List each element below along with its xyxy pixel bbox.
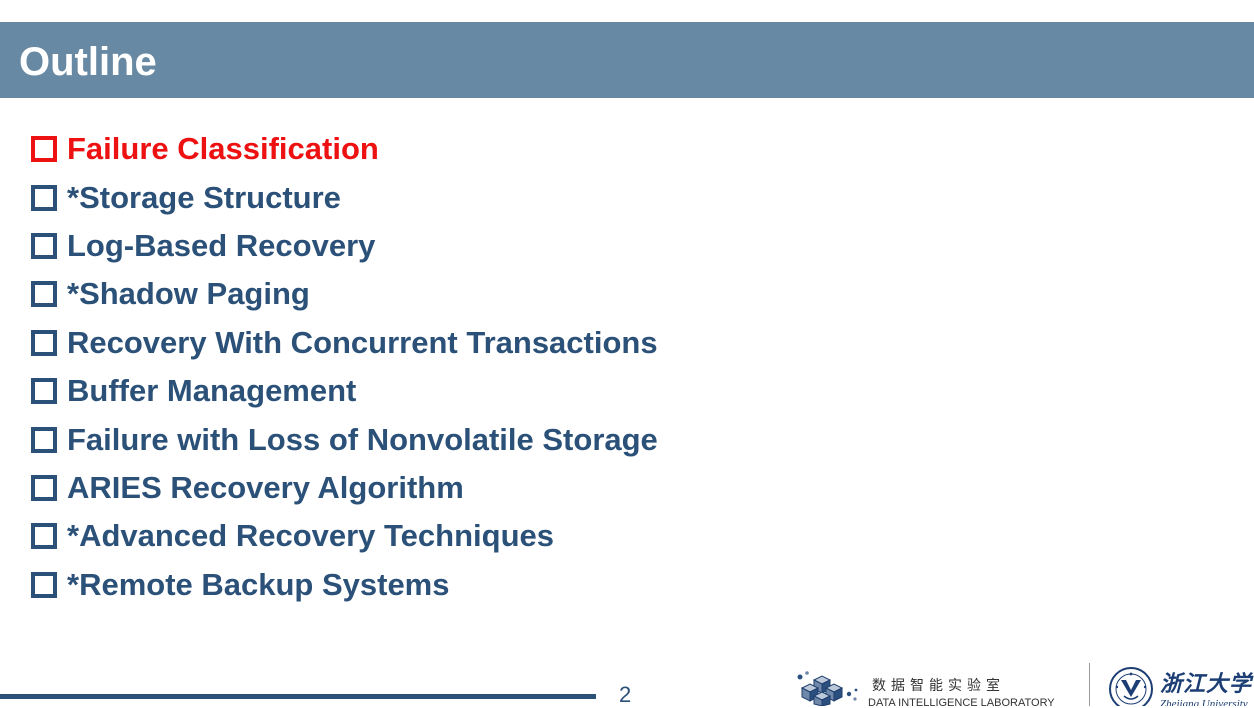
outline-item-label: Failure with Loss of Nonvolatile Storage <box>67 421 658 457</box>
outline-list: Failure Classification *Storage Structur… <box>31 125 658 609</box>
square-bullet-icon <box>31 378 57 405</box>
outline-item-failure-nonvolatile: Failure with Loss of Nonvolatile Storage <box>31 415 658 463</box>
title-bar: Outline <box>0 22 1254 98</box>
slide-title: Outline <box>19 40 157 84</box>
outline-item-label: *Advanced Recovery Techniques <box>67 518 554 554</box>
square-bullet-icon <box>31 329 57 356</box>
outline-item-label: Recovery With Concurrent Transactions <box>67 324 658 360</box>
square-bullet-icon <box>31 426 57 453</box>
outline-item-label: Log-Based Recovery <box>67 227 376 263</box>
square-bullet-icon <box>31 474 57 501</box>
outline-item-remote-backup: *Remote Backup Systems <box>31 561 658 609</box>
university-name-cn: 浙江大学 <box>1160 671 1253 697</box>
square-bullet-icon <box>31 184 57 211</box>
outline-item-log-based-recovery: Log-Based Recovery <box>31 222 658 270</box>
outline-item-advanced-recovery: *Advanced Recovery Techniques <box>31 512 658 560</box>
outline-item-failure-classification: Failure Classification <box>31 125 658 173</box>
cubes-logo-icon <box>797 671 858 706</box>
outline-item-label: Buffer Management <box>67 373 357 409</box>
outline-item-label: ARIES Recovery Algorithm <box>67 469 464 505</box>
footer-rule <box>0 694 596 699</box>
square-bullet-icon <box>31 281 57 308</box>
outline-item-storage-structure: *Storage Structure <box>31 173 658 221</box>
university-logo: 浙江大学 Zhejiang University <box>1106 665 1254 706</box>
outline-item-aries: ARIES Recovery Algorithm <box>31 464 658 512</box>
logo-divider <box>1089 663 1090 706</box>
outline-item-label: *Storage Structure <box>67 179 341 215</box>
outline-item-label: Failure Classification <box>67 131 379 167</box>
page-number: 2 <box>619 682 632 707</box>
outline-item-shadow-paging: *Shadow Paging <box>31 270 658 318</box>
zju-emblem-icon <box>1109 667 1153 706</box>
outline-item-buffer-management: Buffer Management <box>31 367 658 415</box>
square-bullet-icon <box>31 232 57 259</box>
outline-item-label: *Remote Backup Systems <box>67 566 450 602</box>
square-bullet-icon <box>31 136 57 163</box>
lab-name-cn: 数据智能实验室 <box>872 678 1005 694</box>
square-bullet-icon <box>31 571 57 598</box>
outline-item-label: *Shadow Paging <box>67 276 310 312</box>
square-bullet-icon <box>31 523 57 550</box>
lab-name-en: DATA INTELLIGENCE LABORATORY <box>868 697 1055 706</box>
lab-logo: 数据智能实验室 DATA INTELLIGENCE LABORATORY <box>794 668 1074 706</box>
university-name-en: Zhejiang University <box>1160 698 1248 706</box>
outline-item-recovery-concurrent: Recovery With Concurrent Transactions <box>31 319 658 367</box>
